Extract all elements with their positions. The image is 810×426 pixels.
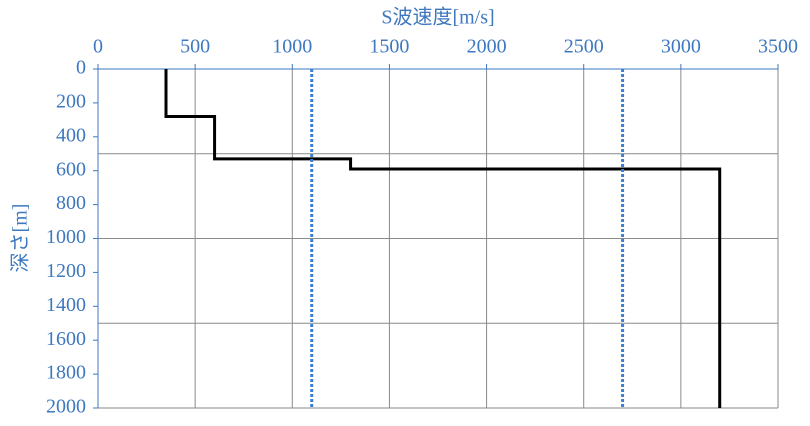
y-tick-label: 1000 — [46, 226, 86, 248]
x-tick-label: 500 — [180, 36, 210, 58]
x-tick-label: 3000 — [661, 36, 701, 58]
series-line — [164, 69, 722, 408]
x-tick-label: 0 — [93, 36, 103, 58]
y-tick-label: 600 — [56, 158, 86, 180]
y-tick-label: 1400 — [46, 294, 86, 316]
x-tick-label: 2500 — [564, 36, 604, 58]
y-tick-label: 0 — [76, 57, 86, 79]
y-tick-label: 200 — [56, 90, 86, 112]
x-tick-label: 1500 — [369, 36, 409, 58]
y-axis-label: 深さ[m] — [9, 204, 32, 273]
chart-title: S波速度[m/s] — [381, 6, 494, 29]
y-tick-label: 1200 — [46, 260, 86, 282]
x-tick-label: 3500 — [758, 36, 798, 58]
x-tick-label: 1000 — [272, 36, 312, 58]
y-tick-label: 1600 — [46, 328, 86, 350]
y-tick-label: 800 — [56, 192, 86, 214]
x-tick-label: 2000 — [467, 36, 507, 58]
y-tick-label: 1800 — [46, 362, 86, 384]
y-tick-label: 400 — [56, 124, 86, 146]
y-tick-label: 2000 — [46, 396, 86, 418]
